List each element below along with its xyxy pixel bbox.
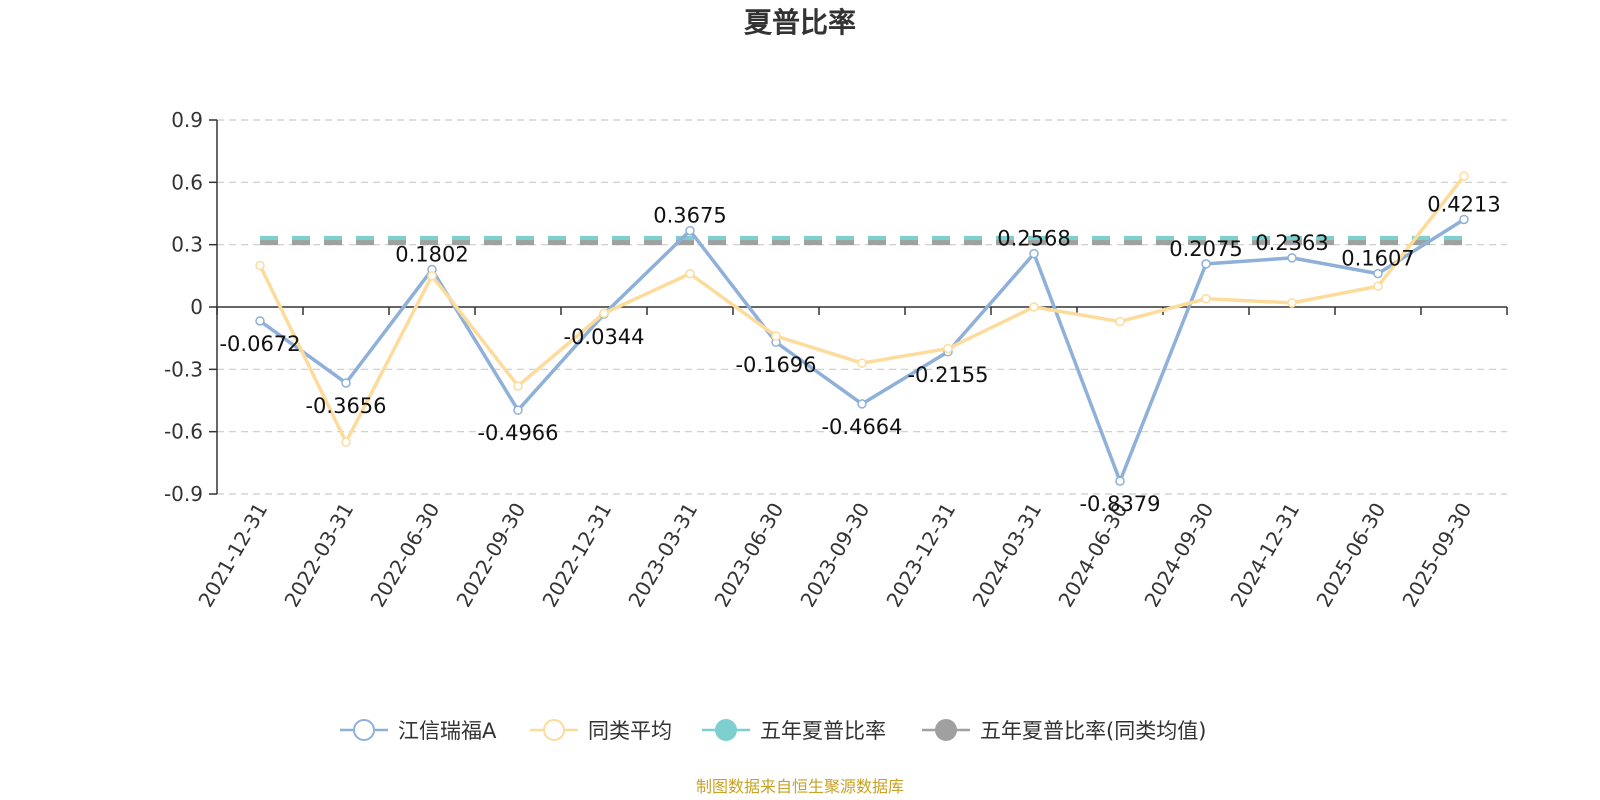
legend-label-1: 同类平均	[588, 719, 672, 743]
point-s0-12	[1287, 253, 1297, 263]
point-s1-14	[1459, 171, 1469, 181]
data-label-1: -0.3656	[305, 394, 386, 418]
x-tick-label-1: 2022-03-31	[279, 499, 358, 612]
point-s0-0	[255, 316, 265, 326]
data-label-6: -0.1696	[735, 353, 816, 377]
y-axis-tick-labels: 0.9 0.6 0.3 0 -0.3 -0.6 -0.9	[164, 108, 203, 506]
data-label-7: -0.4664	[821, 415, 902, 439]
legend-label-2: 五年夏普比率	[760, 719, 886, 743]
x-axis-tick-labels: 2021-12-31 2022-03-31 2022-06-30 2022-09-30…	[193, 499, 1476, 612]
point-s0-13	[1373, 268, 1383, 279]
point-s0-9	[1029, 248, 1039, 259]
point-s1-7	[857, 358, 867, 368]
series-points	[255, 171, 1469, 486]
x-tick-label-6: 2023-06-30	[709, 499, 788, 612]
data-labels: -0.0672 -0.3656 0.1802 -0.4966 -0.0344 0.3675…	[219, 192, 1500, 516]
point-s1-0	[255, 260, 265, 271]
legend-marker-1	[543, 719, 565, 741]
point-s1-1	[341, 437, 351, 447]
legend-marker-3	[935, 719, 957, 741]
data-label-8: -0.2155	[907, 363, 988, 387]
x-tick-label-12: 2024-12-31	[1225, 499, 1304, 612]
x-tick-label-4: 2022-12-31	[537, 499, 616, 612]
data-label-9: 0.2568	[997, 227, 1070, 251]
legend-label-0: 江信瑞福A	[398, 719, 497, 743]
data-label-5: 0.3675	[653, 204, 726, 228]
y-tick-label-2: 0.3	[171, 233, 203, 257]
y-tick-label-5: -0.6	[164, 420, 203, 444]
chart-title: 夏普比率	[744, 6, 856, 39]
y-tick-label-1: 0.6	[171, 170, 203, 194]
point-s1-11	[1201, 293, 1211, 304]
y-tick-label-0: 0.9	[171, 108, 203, 132]
x-tick-label-3: 2022-09-30	[451, 499, 530, 612]
data-label-14: 0.4213	[1427, 192, 1500, 216]
point-s1-9	[1029, 302, 1039, 312]
legend-item-2[interactable]: 五年夏普比率	[702, 719, 886, 743]
legend-label-3: 五年夏普比率(同类均值)	[980, 719, 1206, 743]
point-s1-10	[1115, 316, 1125, 327]
point-s1-12	[1287, 298, 1297, 308]
data-label-12: 0.2363	[1255, 231, 1328, 255]
data-label-10: -0.8379	[1079, 492, 1160, 516]
x-tick-label-8: 2023-12-31	[881, 499, 960, 612]
x-tick-label-13: 2025-06-30	[1311, 499, 1390, 612]
point-s0-11	[1201, 259, 1211, 269]
data-label-0: -0.0672	[219, 332, 300, 356]
point-s1-8	[943, 343, 953, 354]
legend[interactable]: 江信瑞福A 同类平均 五年夏普比率 五年夏普比率(同类均值)	[340, 719, 1206, 743]
x-tick-label-2: 2022-06-30	[365, 499, 444, 612]
point-s1-5	[685, 269, 695, 279]
data-label-4: -0.0344	[563, 325, 644, 349]
source-note: 制图数据来自恒生聚源数据库	[696, 777, 904, 796]
legend-item-3[interactable]: 五年夏普比率(同类均值)	[922, 719, 1206, 743]
legend-item-0[interactable]: 江信瑞福A	[340, 719, 497, 743]
point-s0-10	[1115, 476, 1125, 486]
data-label-13: 0.1607	[1341, 247, 1414, 271]
y-tick-label-6: -0.9	[164, 482, 203, 506]
point-s1-4	[599, 308, 609, 318]
point-s1-3	[513, 381, 523, 391]
data-label-3: -0.4966	[477, 421, 558, 445]
x-tick-label-5: 2023-03-31	[623, 499, 702, 612]
point-s0-7	[857, 399, 867, 409]
x-tick-label-0: 2021-12-31	[193, 499, 272, 612]
point-s0-3	[513, 405, 523, 415]
legend-item-1[interactable]: 同类平均	[530, 719, 672, 743]
x-tick-label-14: 2025-09-30	[1397, 499, 1476, 612]
point-s0-5	[685, 225, 695, 236]
legend-marker-0	[353, 719, 375, 741]
data-label-2: 0.1802	[395, 243, 468, 267]
point-s1-6	[771, 331, 781, 341]
point-s0-14	[1459, 214, 1469, 225]
data-label-11: 0.2075	[1169, 237, 1242, 261]
point-s1-13	[1373, 281, 1383, 291]
x-tick-label-7: 2023-09-30	[795, 499, 874, 612]
point-s0-1	[341, 378, 351, 388]
y-tick-label-4: -0.3	[164, 357, 203, 381]
x-tick-label-9: 2024-03-31	[967, 499, 1046, 612]
point-s1-2	[427, 271, 437, 281]
legend-marker-2	[715, 719, 737, 741]
y-tick-label-3: 0	[190, 295, 203, 319]
